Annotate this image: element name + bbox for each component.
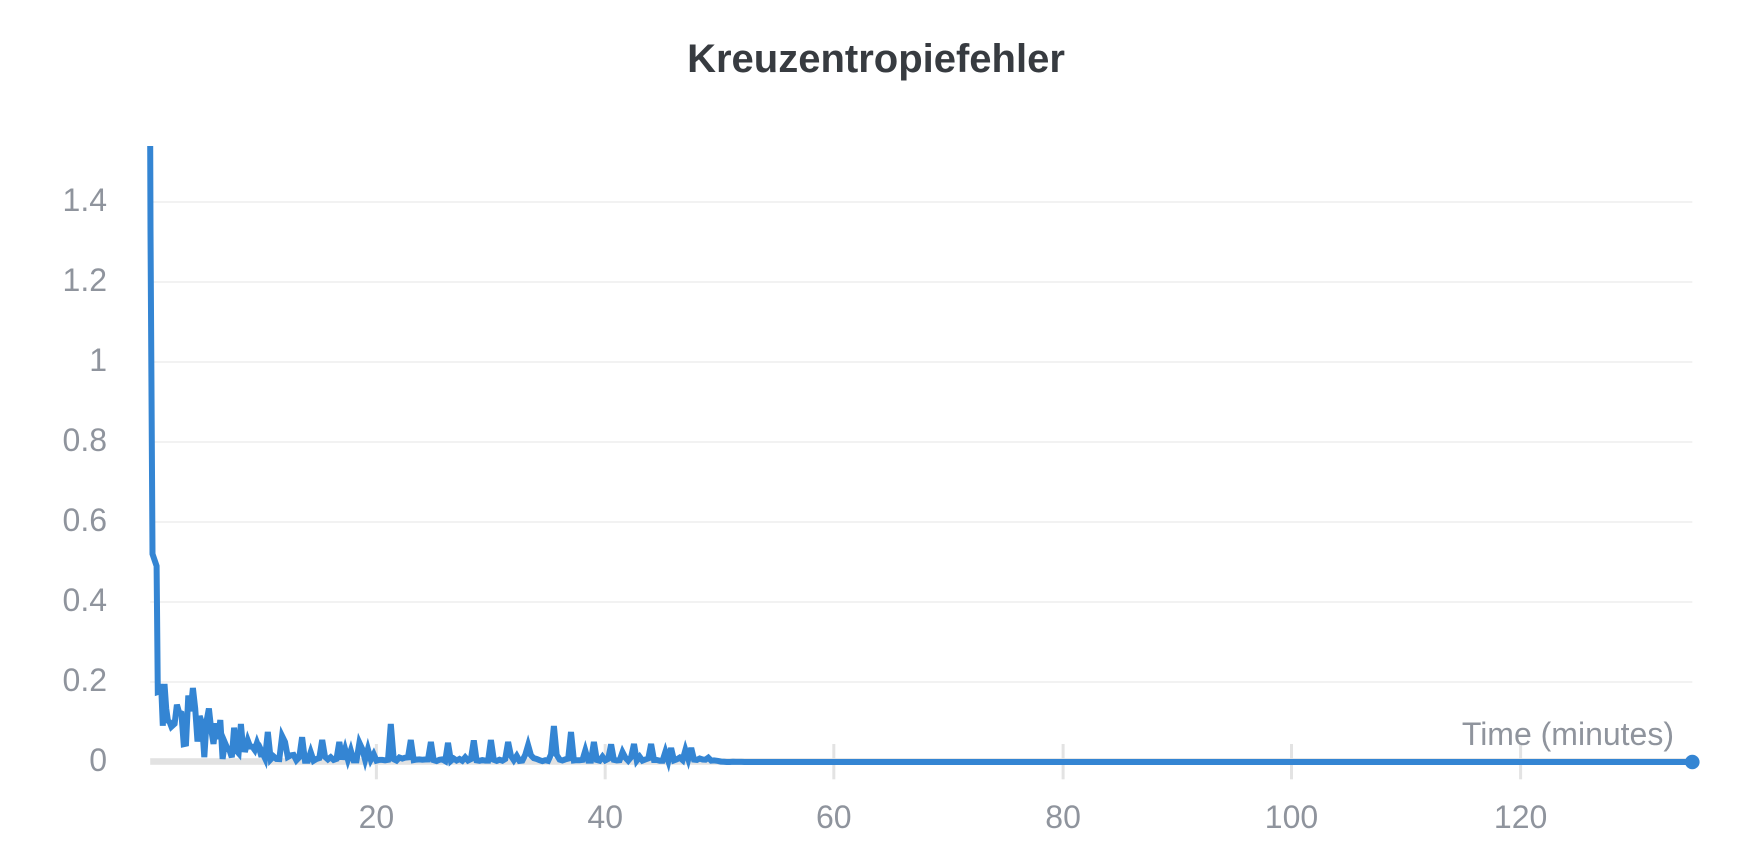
svg-text:60: 60 (816, 799, 852, 835)
svg-text:80: 80 (1045, 799, 1081, 835)
svg-text:20: 20 (359, 799, 395, 835)
svg-text:1: 1 (89, 342, 107, 378)
svg-text:0: 0 (89, 742, 107, 778)
svg-text:1.4: 1.4 (63, 182, 107, 218)
svg-text:Time (minutes): Time (minutes) (1462, 716, 1674, 752)
svg-text:0.6: 0.6 (63, 502, 107, 538)
svg-text:120: 120 (1494, 799, 1547, 835)
svg-text:0.4: 0.4 (63, 582, 107, 618)
svg-text:1.2: 1.2 (63, 262, 107, 298)
svg-text:100: 100 (1265, 799, 1318, 835)
svg-text:0.2: 0.2 (63, 662, 107, 698)
svg-text:0.8: 0.8 (63, 422, 107, 458)
svg-text:40: 40 (587, 799, 623, 835)
svg-text:Kreuzentropiefehler: Kreuzentropiefehler (687, 37, 1065, 81)
